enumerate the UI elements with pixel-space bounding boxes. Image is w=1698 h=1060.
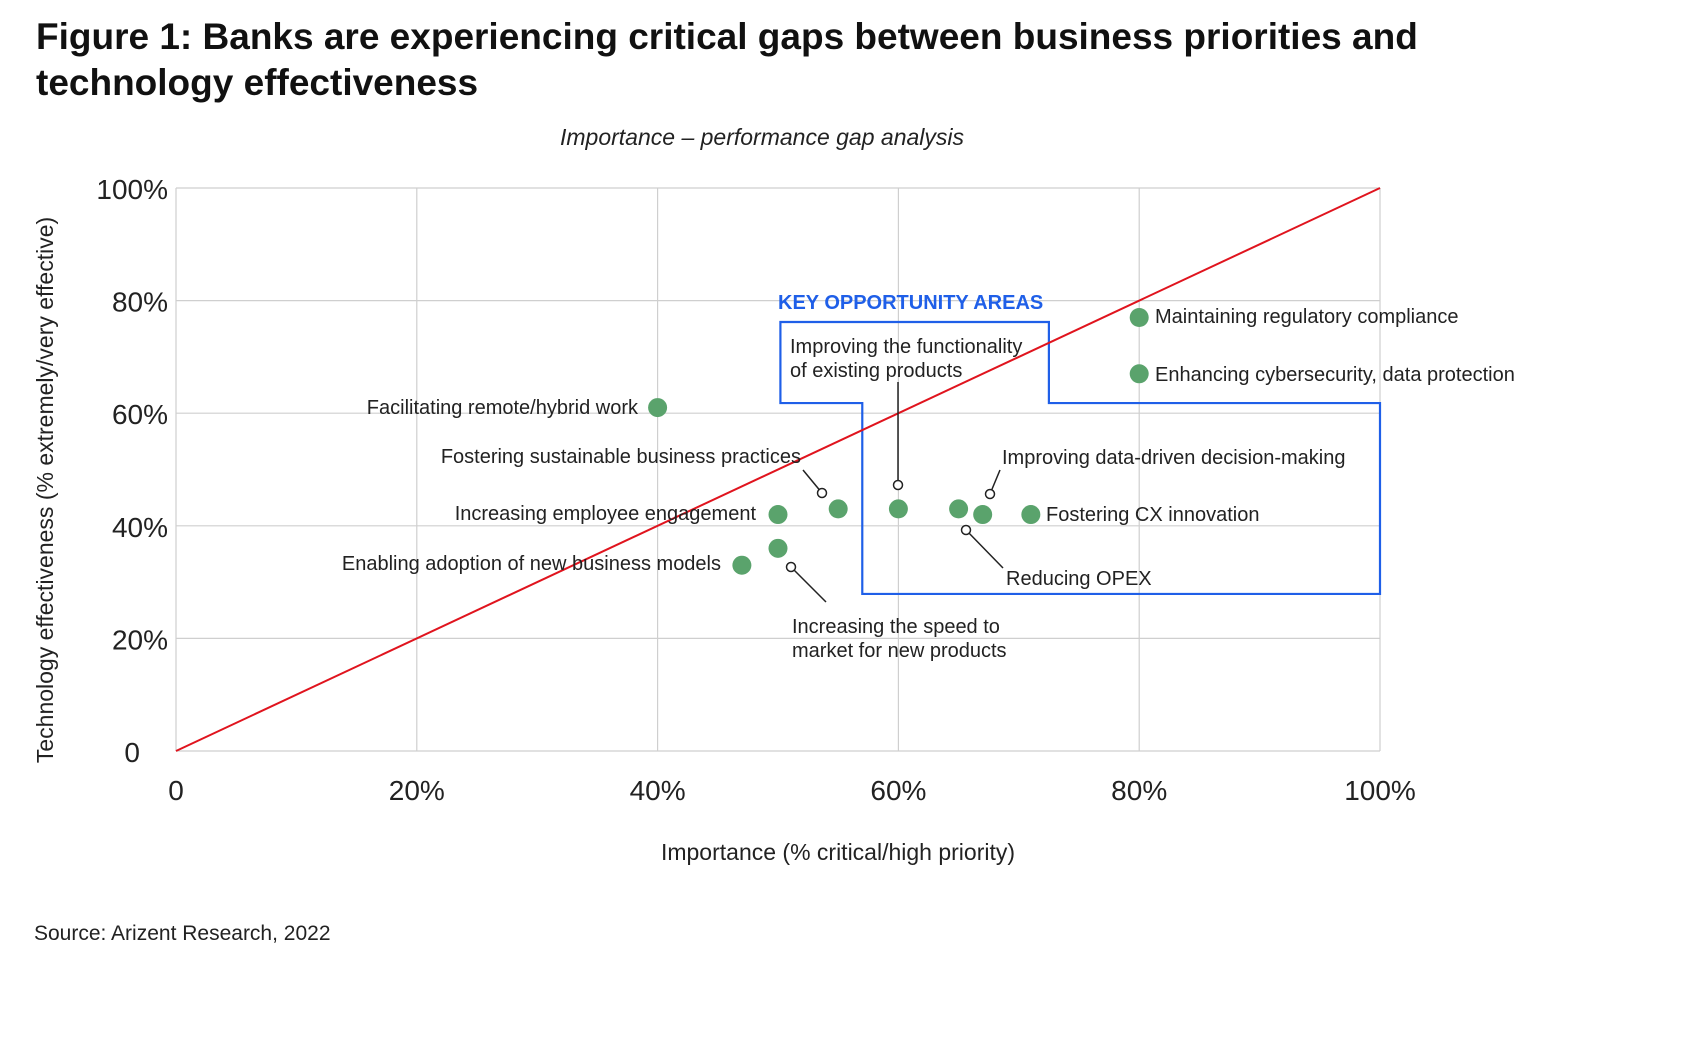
data-point (732, 555, 752, 575)
point-label: Increasing the speed to market for new pr… (792, 616, 1007, 662)
x-tick-label: 0 (168, 775, 184, 806)
point-label: Enhancing cybersecurity, data protection (1155, 364, 1515, 386)
point-label: Reducing OPEX (1006, 568, 1152, 590)
data-point (1021, 505, 1041, 525)
data-point (768, 505, 788, 525)
y-tick-label: 60% (112, 399, 168, 430)
data-point (828, 499, 848, 519)
point-label-line: Increasing the speed to (792, 616, 1000, 638)
point-label: Improving the functionality of existing p… (790, 336, 1022, 382)
point-label-line: market for new products (792, 640, 1007, 662)
x-tick-label: 40% (630, 775, 686, 806)
figure-title: Figure 1: Banks are experiencing critica… (36, 16, 1418, 103)
data-point (888, 499, 908, 519)
point-label: Facilitating remote/hybrid work (367, 397, 639, 419)
x-tick-label: 80% (1111, 775, 1167, 806)
chart-subtitle: Importance – performance gap analysis (560, 124, 964, 150)
point-label: Enabling adoption of new business models (342, 553, 721, 575)
region-label: KEY OPPORTUNITY AREAS (778, 292, 1043, 314)
diagonal-reference-line (175, 187, 1381, 752)
source-note: Source: Arizent Research, 2022 (34, 922, 331, 945)
leader-end-circle (816, 487, 828, 499)
leader-line (965, 529, 1004, 569)
data-point (949, 499, 969, 519)
y-tick-label: 40% (112, 512, 168, 543)
leader-line (790, 566, 827, 603)
data-point (648, 398, 668, 418)
point-label: Improving data-driven decision-making (1002, 447, 1346, 469)
point-label: Fostering sustainable business practices (441, 446, 801, 468)
leader-end-circle (785, 561, 797, 573)
key-opportunity-region (779, 320, 1382, 596)
data-point (768, 538, 788, 558)
x-axis-label: Importance (% critical/high priority) (661, 839, 1015, 865)
data-point (973, 505, 993, 525)
x-tick-label: 20% (389, 775, 445, 806)
data-point (1129, 364, 1149, 384)
point-label: Increasing employee engagement (455, 503, 757, 525)
y-tick-label: 80% (112, 287, 168, 318)
y-tick-label: 20% (112, 624, 168, 655)
x-tick-label: 60% (870, 775, 926, 806)
leader-end-circle (892, 479, 904, 491)
y-tick-label: 100% (96, 174, 168, 205)
point-label: Maintaining regulatory compliance (1155, 306, 1459, 328)
leader-end-circle (984, 488, 996, 500)
point-label-line: Improving the functionality (790, 336, 1022, 358)
point-label-line: of existing products (790, 360, 962, 382)
leader-end-circle (960, 524, 972, 536)
x-tick-label: 100% (1344, 775, 1416, 806)
y-axis-label: Technology effectiveness (% extremely/ve… (32, 217, 58, 763)
y-tick-label: 0 (124, 737, 140, 768)
data-point (1129, 307, 1149, 327)
point-label: Fostering CX innovation (1046, 504, 1259, 526)
